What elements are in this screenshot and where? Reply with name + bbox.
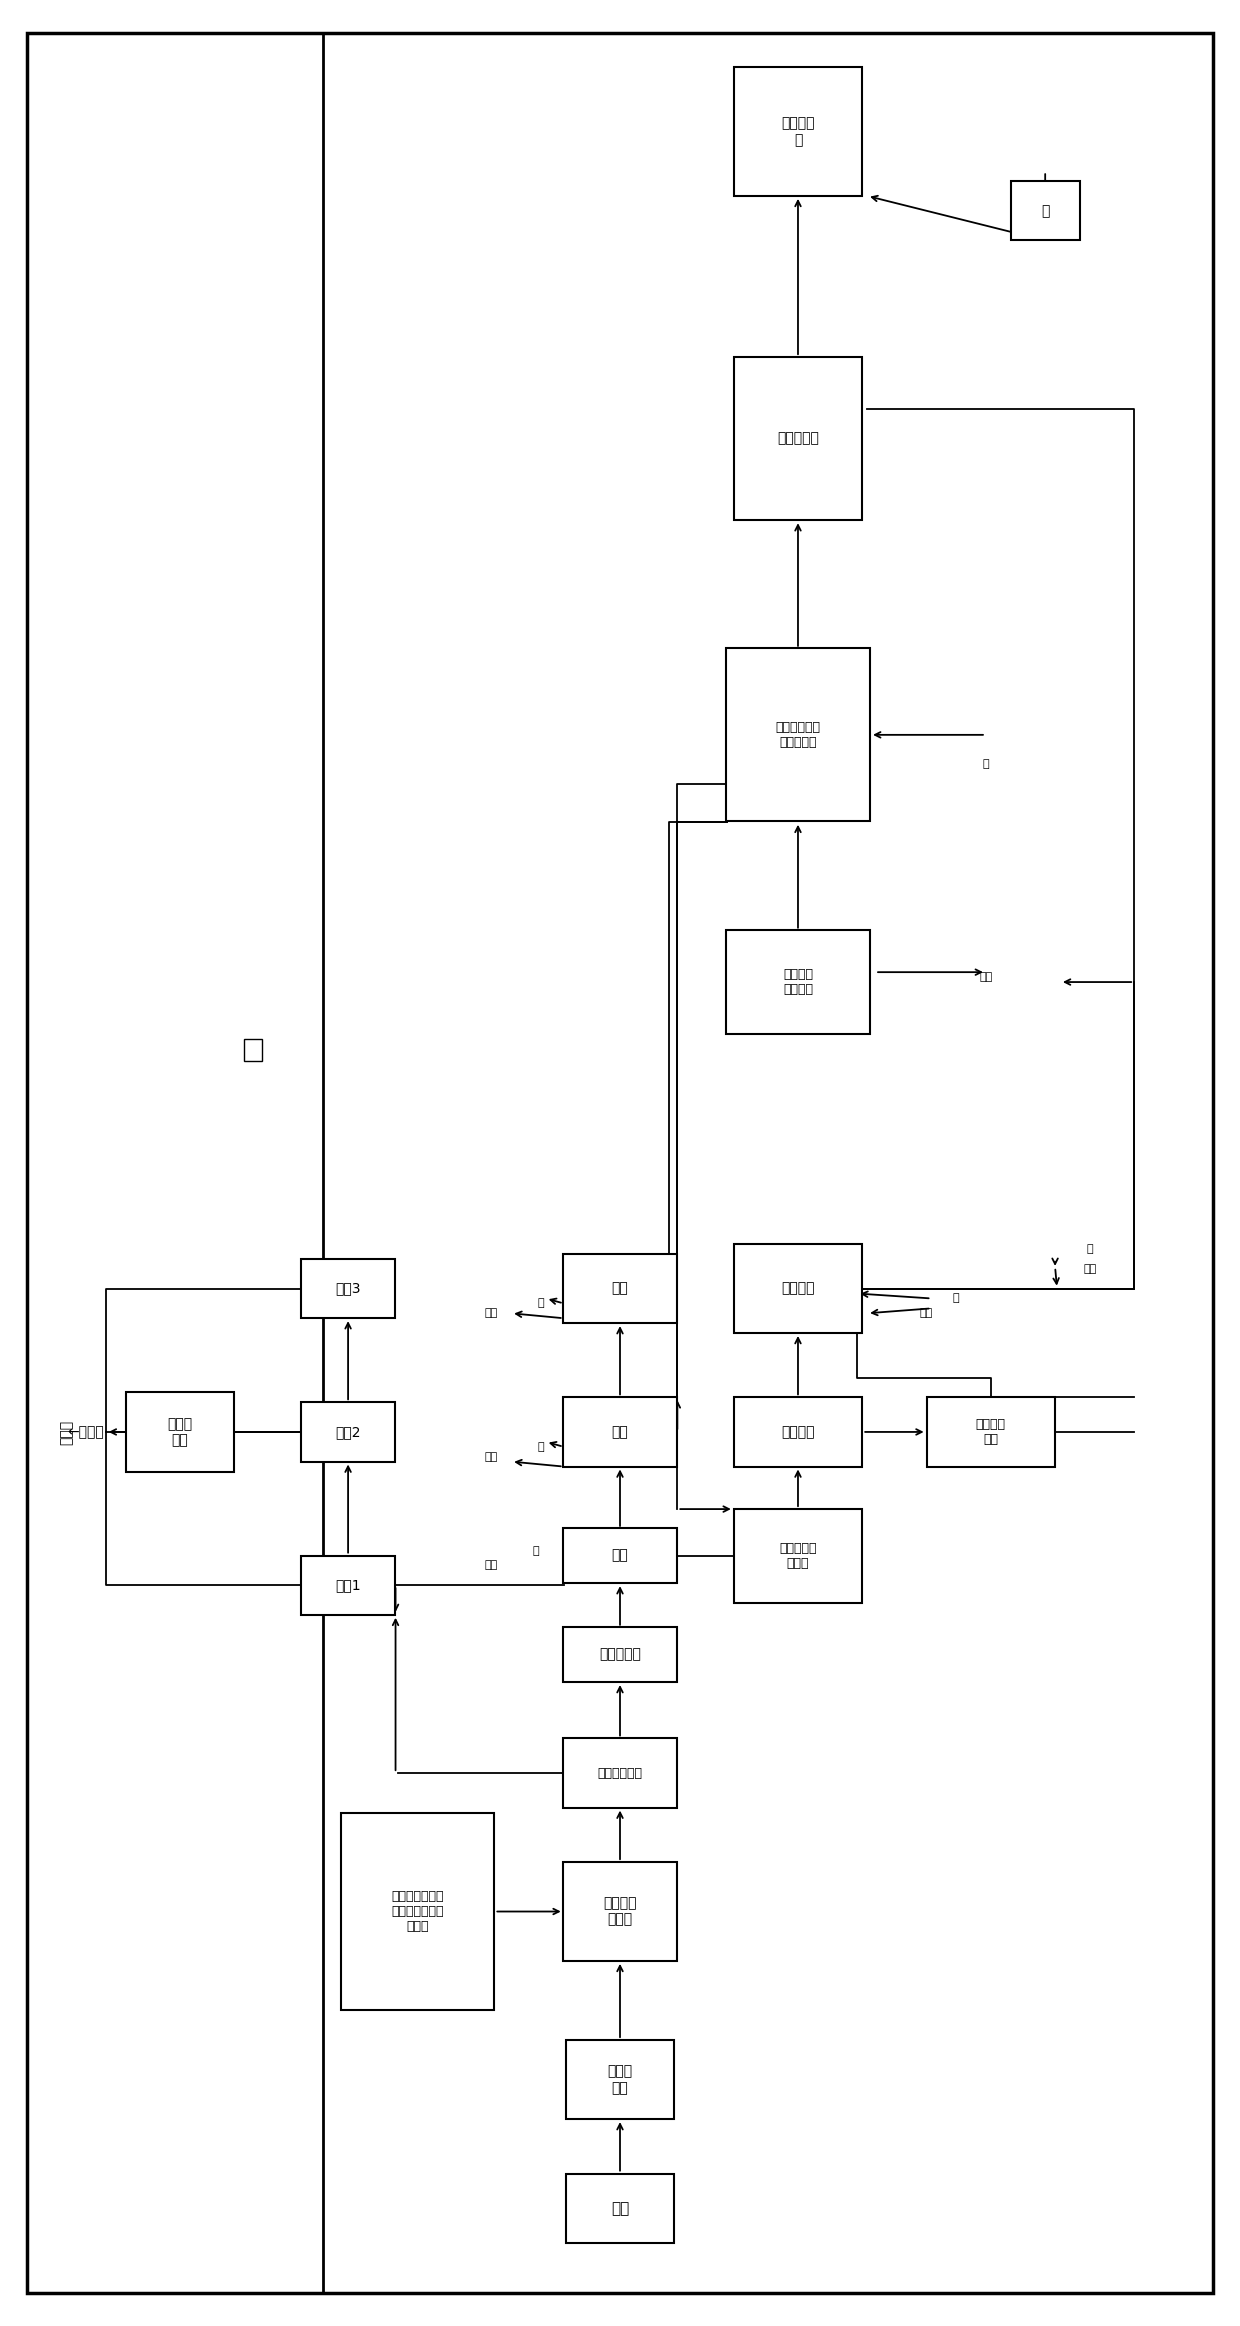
Text: 粪便预
处理: 粪便预 处理 [608,2065,632,2096]
Bar [734,1244,862,1333]
Bar [563,1254,677,1323]
Bar [1011,181,1080,240]
Text: 排气: 排气 [485,1307,498,1319]
Text: 液态: 液态 [611,1549,629,1563]
Bar [301,1403,396,1461]
Bar [301,1556,396,1614]
Text: 排气: 排气 [485,1451,498,1461]
Bar [563,1528,677,1582]
Text: 发酵: 发酵 [611,1426,629,1440]
Text: 发酵搅拌: 发酵搅拌 [781,1282,815,1296]
Text: 发酵搅拌: 发酵搅拌 [781,1426,815,1440]
Text: 存储发酵子
培养液: 存储发酵子 培养液 [779,1542,817,1570]
Text: 排气: 排气 [920,1307,934,1319]
Bar [734,1510,862,1603]
Text: 氨合氨发固体: 氨合氨发固体 [598,1765,642,1779]
Text: 固态2: 固态2 [335,1426,361,1440]
Text: 排气: 排气 [1083,1263,1096,1275]
Text: 水: 水 [1086,1244,1092,1254]
Bar [926,1398,1055,1468]
Bar [341,1812,494,2010]
Text: 饲料发酵
液: 饲料发酵 液 [781,116,815,147]
Text: 充氧充氨
发酵处理: 充氧充氨 发酵处理 [782,968,813,996]
Bar [565,2040,675,2119]
Text: 水: 水 [533,1544,539,1556]
Bar [734,356,862,519]
Text: 固液分离、稳化
处理、增氧曝气
调节池: 固液分离、稳化 处理、增氧曝气 调节池 [391,1891,444,1933]
Bar [563,1628,677,1682]
Bar [727,930,869,1035]
Text: 氨合氨发酵固
液分离装置: 氨合氨发酵固 液分离装置 [775,721,821,749]
Text: 排气: 排气 [980,972,992,982]
Text: 水: 水 [1042,205,1049,219]
Text: 固态3: 固态3 [335,1282,361,1296]
Text: 饲料发酵液: 饲料发酵液 [599,1647,641,1661]
Bar [563,1398,677,1468]
Text: 水: 水 [538,1298,544,1310]
Text: 水: 水 [952,1293,960,1303]
Text: 粪便发酵
处理罐: 粪便发酵 处理罐 [603,1896,637,1926]
Bar [324,33,1213,2293]
Text: 水: 水 [982,761,990,770]
Text: 鸡粪: 鸡粪 [611,2200,629,2217]
Text: 有机肥: 有机肥 [60,1419,73,1444]
Text: 酒精乙醇
处理: 酒精乙醇 处理 [976,1419,1006,1447]
Bar [734,1398,862,1468]
Text: 排气: 排气 [485,1561,498,1570]
Bar [734,67,862,195]
Bar [244,1040,262,1061]
Bar [727,649,869,821]
Bar [565,2172,675,2242]
Bar [563,1863,677,1961]
Bar [125,1393,234,1472]
Text: 有机肥
生产: 有机肥 生产 [167,1417,192,1447]
Text: ←有机肥: ←有机肥 [68,1426,104,1440]
Text: 固态1: 固态1 [335,1579,361,1593]
Text: 饲料发酵液: 饲料发酵液 [777,430,818,444]
Text: 发酵: 发酵 [611,1282,629,1296]
Bar [563,1738,677,1807]
Bar [301,1258,396,1319]
Text: 水: 水 [538,1442,544,1451]
